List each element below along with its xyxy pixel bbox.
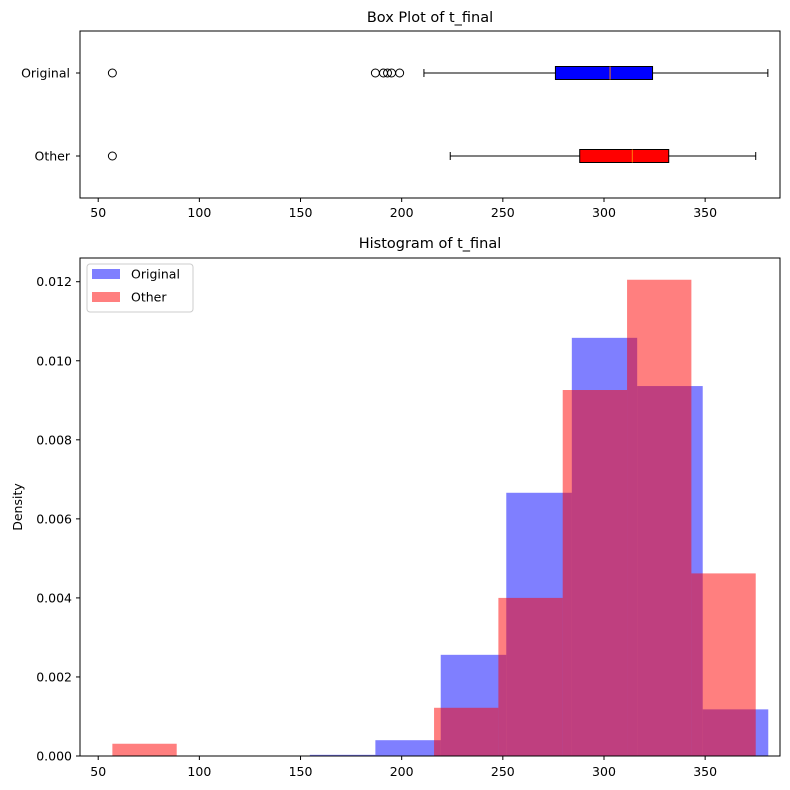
y-tick-label: 0.006 <box>36 511 72 526</box>
histogram-title: Histogram of t_final <box>359 236 502 252</box>
histogram-bar <box>434 707 499 756</box>
x-tick-label: 350 <box>693 764 717 779</box>
box-plot-y-ticks: Original Other <box>21 66 80 164</box>
y-tick-label: 0.002 <box>36 669 72 684</box>
histogram-bar <box>562 390 628 756</box>
box-iqr <box>579 149 670 163</box>
y-tick-label: Original <box>21 66 70 81</box>
box-iqr <box>554 66 654 80</box>
y-tick-label: 0.004 <box>36 590 72 605</box>
y-tick-label: 0.008 <box>36 432 72 447</box>
histogram-x-ticks: 50 100 150 200 250 300 350 <box>90 756 717 779</box>
legend-label: Other <box>131 290 167 305</box>
box-plot-x-ticks: 50 100 150 200 250 300 350 <box>90 198 717 220</box>
x-tick-label: 150 <box>289 764 313 779</box>
histogram-bar <box>375 740 441 756</box>
histogram-y-ticks: 0.000 0.002 0.004 0.006 0.008 0.010 0.012 <box>36 274 80 764</box>
legend-label: Original <box>131 267 180 282</box>
legend-items: Original Other <box>92 267 180 305</box>
y-tick-label: 0.000 <box>36 749 72 764</box>
box-plot-panel: Box Plot of t_final 50 100 150 200 250 300 350… <box>21 10 781 220</box>
histogram-bar <box>498 597 563 756</box>
histogram-content <box>112 279 769 756</box>
x-tick-label: 50 <box>90 205 106 220</box>
histogram-panel: Histogram of t_final 50 100 150 200 250 300 35… <box>10 236 781 779</box>
x-tick-label: 50 <box>90 764 106 779</box>
outlier-point <box>107 151 117 161</box>
y-tick-label: 0.012 <box>36 274 72 289</box>
box-plot-frame <box>79 30 781 199</box>
x-tick-label: 200 <box>390 764 414 779</box>
y-tick-label: Other <box>35 149 71 164</box>
x-tick-label: 350 <box>693 205 717 220</box>
legend-swatch <box>92 269 120 279</box>
histogram-bar <box>691 573 756 756</box>
histogram-frame <box>79 257 781 757</box>
x-tick-label: 300 <box>592 205 616 220</box>
box-plot-content <box>107 66 769 163</box>
outlier-point <box>107 68 117 78</box>
x-tick-label: 250 <box>491 205 515 220</box>
histogram-bar <box>309 754 376 756</box>
outlier-point <box>395 68 405 78</box>
x-tick-label: 150 <box>289 205 313 220</box>
x-tick-label: 100 <box>187 764 211 779</box>
histogram-bar <box>627 279 692 756</box>
outlier-point <box>383 68 393 78</box>
histogram-legend: Original Other <box>86 263 194 313</box>
x-tick-label: 250 <box>491 764 515 779</box>
x-tick-label: 100 <box>187 205 211 220</box>
x-tick-label: 300 <box>592 764 616 779</box>
box-plot-title: Box Plot of t_final <box>367 10 493 26</box>
histogram-bar <box>112 743 177 756</box>
outlier-point <box>370 68 380 78</box>
histogram-y-axis-label: Density <box>10 483 25 531</box>
y-tick-label: 0.010 <box>36 353 72 368</box>
x-tick-label: 200 <box>390 205 414 220</box>
legend-swatch <box>92 292 120 302</box>
